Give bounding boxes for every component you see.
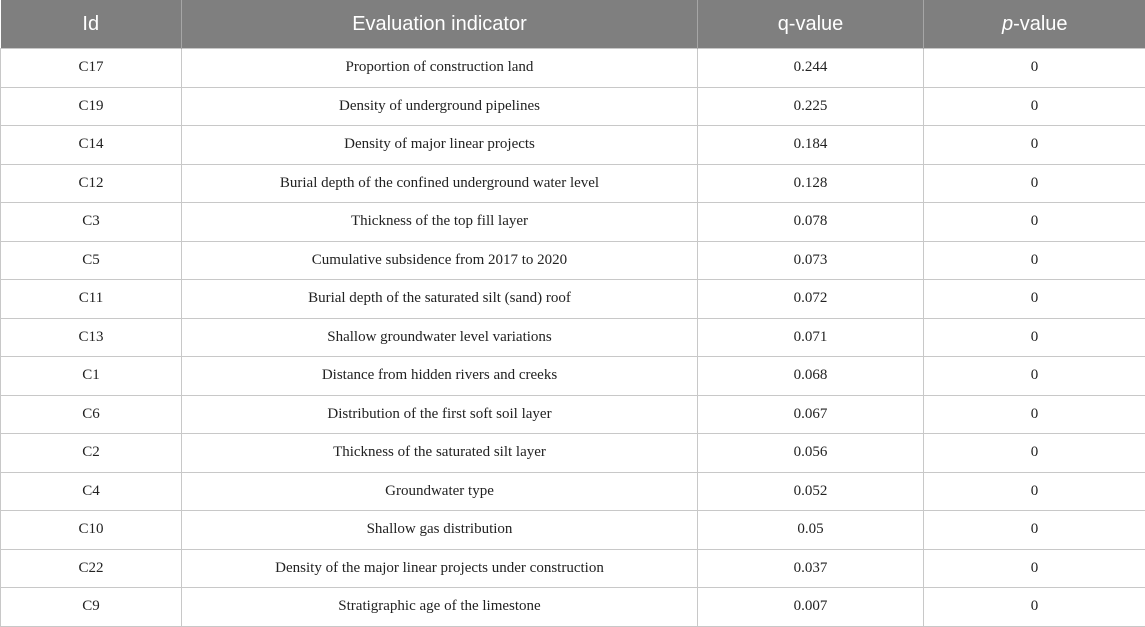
- cell-q-value: 0.073: [698, 241, 924, 280]
- cell-id: C12: [1, 164, 182, 203]
- cell-evaluation-indicator: Distance from hidden rivers and creeks: [182, 357, 698, 396]
- cell-p-value: 0: [924, 472, 1145, 511]
- cell-p-value: 0: [924, 164, 1145, 203]
- cell-q-value: 0.037: [698, 549, 924, 588]
- cell-evaluation-indicator: Shallow gas distribution: [182, 511, 698, 550]
- cell-q-value: 0.071: [698, 318, 924, 357]
- cell-p-value: 0: [924, 357, 1145, 396]
- cell-id: C14: [1, 126, 182, 165]
- cell-p-value: 0: [924, 126, 1145, 165]
- cell-evaluation-indicator: Thickness of the top fill layer: [182, 203, 698, 242]
- cell-evaluation-indicator: Cumulative subsidence from 2017 to 2020: [182, 241, 698, 280]
- cell-q-value: 0.052: [698, 472, 924, 511]
- cell-evaluation-indicator: Density of major linear projects: [182, 126, 698, 165]
- cell-q-value: 0.068: [698, 357, 924, 396]
- cell-q-value: 0.007: [698, 588, 924, 627]
- cell-p-value: 0: [924, 203, 1145, 242]
- cell-p-value: 0: [924, 434, 1145, 473]
- cell-q-value: 0.128: [698, 164, 924, 203]
- cell-id: C13: [1, 318, 182, 357]
- cell-id: C19: [1, 87, 182, 126]
- cell-p-value: 0: [924, 395, 1145, 434]
- cell-evaluation-indicator: Distribution of the first soft soil laye…: [182, 395, 698, 434]
- cell-id: C22: [1, 549, 182, 588]
- cell-id: C11: [1, 280, 182, 319]
- header-id: Id: [1, 0, 182, 49]
- cell-q-value: 0.056: [698, 434, 924, 473]
- cell-q-value: 0.078: [698, 203, 924, 242]
- cell-id: C1: [1, 357, 182, 396]
- cell-p-value: 0: [924, 49, 1145, 88]
- cell-evaluation-indicator: Shallow groundwater level variations: [182, 318, 698, 357]
- cell-id: C10: [1, 511, 182, 550]
- cell-q-value: 0.05: [698, 511, 924, 550]
- header-row: Id Evaluation indicator q-value p-value: [1, 0, 1145, 49]
- cell-p-value: 0: [924, 549, 1145, 588]
- cell-id: C9: [1, 588, 182, 627]
- cell-evaluation-indicator: Burial depth of the confined underground…: [182, 164, 698, 203]
- header-p-italic: p: [1002, 13, 1013, 35]
- cell-q-value: 0.072: [698, 280, 924, 319]
- table-header: Id Evaluation indicator q-value p-value: [1, 0, 1145, 49]
- header-q-value: q-value: [698, 0, 924, 49]
- cell-evaluation-indicator: Thickness of the saturated silt layer: [182, 434, 698, 473]
- cell-p-value: 0: [924, 87, 1145, 126]
- cell-evaluation-indicator: Density of underground pipelines: [182, 87, 698, 126]
- cell-p-value: 0: [924, 318, 1145, 357]
- cell-id: C6: [1, 395, 182, 434]
- cell-p-value: 0: [924, 280, 1145, 319]
- header-evaluation-indicator: Evaluation indicator: [182, 0, 698, 49]
- cell-evaluation-indicator: Burial depth of the saturated silt (sand…: [182, 280, 698, 319]
- cell-id: C4: [1, 472, 182, 511]
- cell-q-value: 0.184: [698, 126, 924, 165]
- header-p-value: p-value: [924, 0, 1145, 49]
- cell-id: C17: [1, 49, 182, 88]
- cell-p-value: 0: [924, 241, 1145, 280]
- cell-evaluation-indicator: Stratigraphic age of the limestone: [182, 588, 698, 627]
- cell-q-value: 0.067: [698, 395, 924, 434]
- cell-p-value: 0: [924, 511, 1145, 550]
- cell-evaluation-indicator: Proportion of construction land: [182, 49, 698, 88]
- cell-evaluation-indicator: Density of the major linear projects und…: [182, 549, 698, 588]
- cell-id: C2: [1, 434, 182, 473]
- cell-q-value: 0.225: [698, 87, 924, 126]
- cell-id: C5: [1, 241, 182, 280]
- cell-q-value: 0.244: [698, 49, 924, 88]
- header-p-suffix: -value: [1013, 13, 1067, 35]
- cell-id: C3: [1, 203, 182, 242]
- cell-evaluation-indicator: Groundwater type: [182, 472, 698, 511]
- cell-p-value: 0: [924, 588, 1145, 627]
